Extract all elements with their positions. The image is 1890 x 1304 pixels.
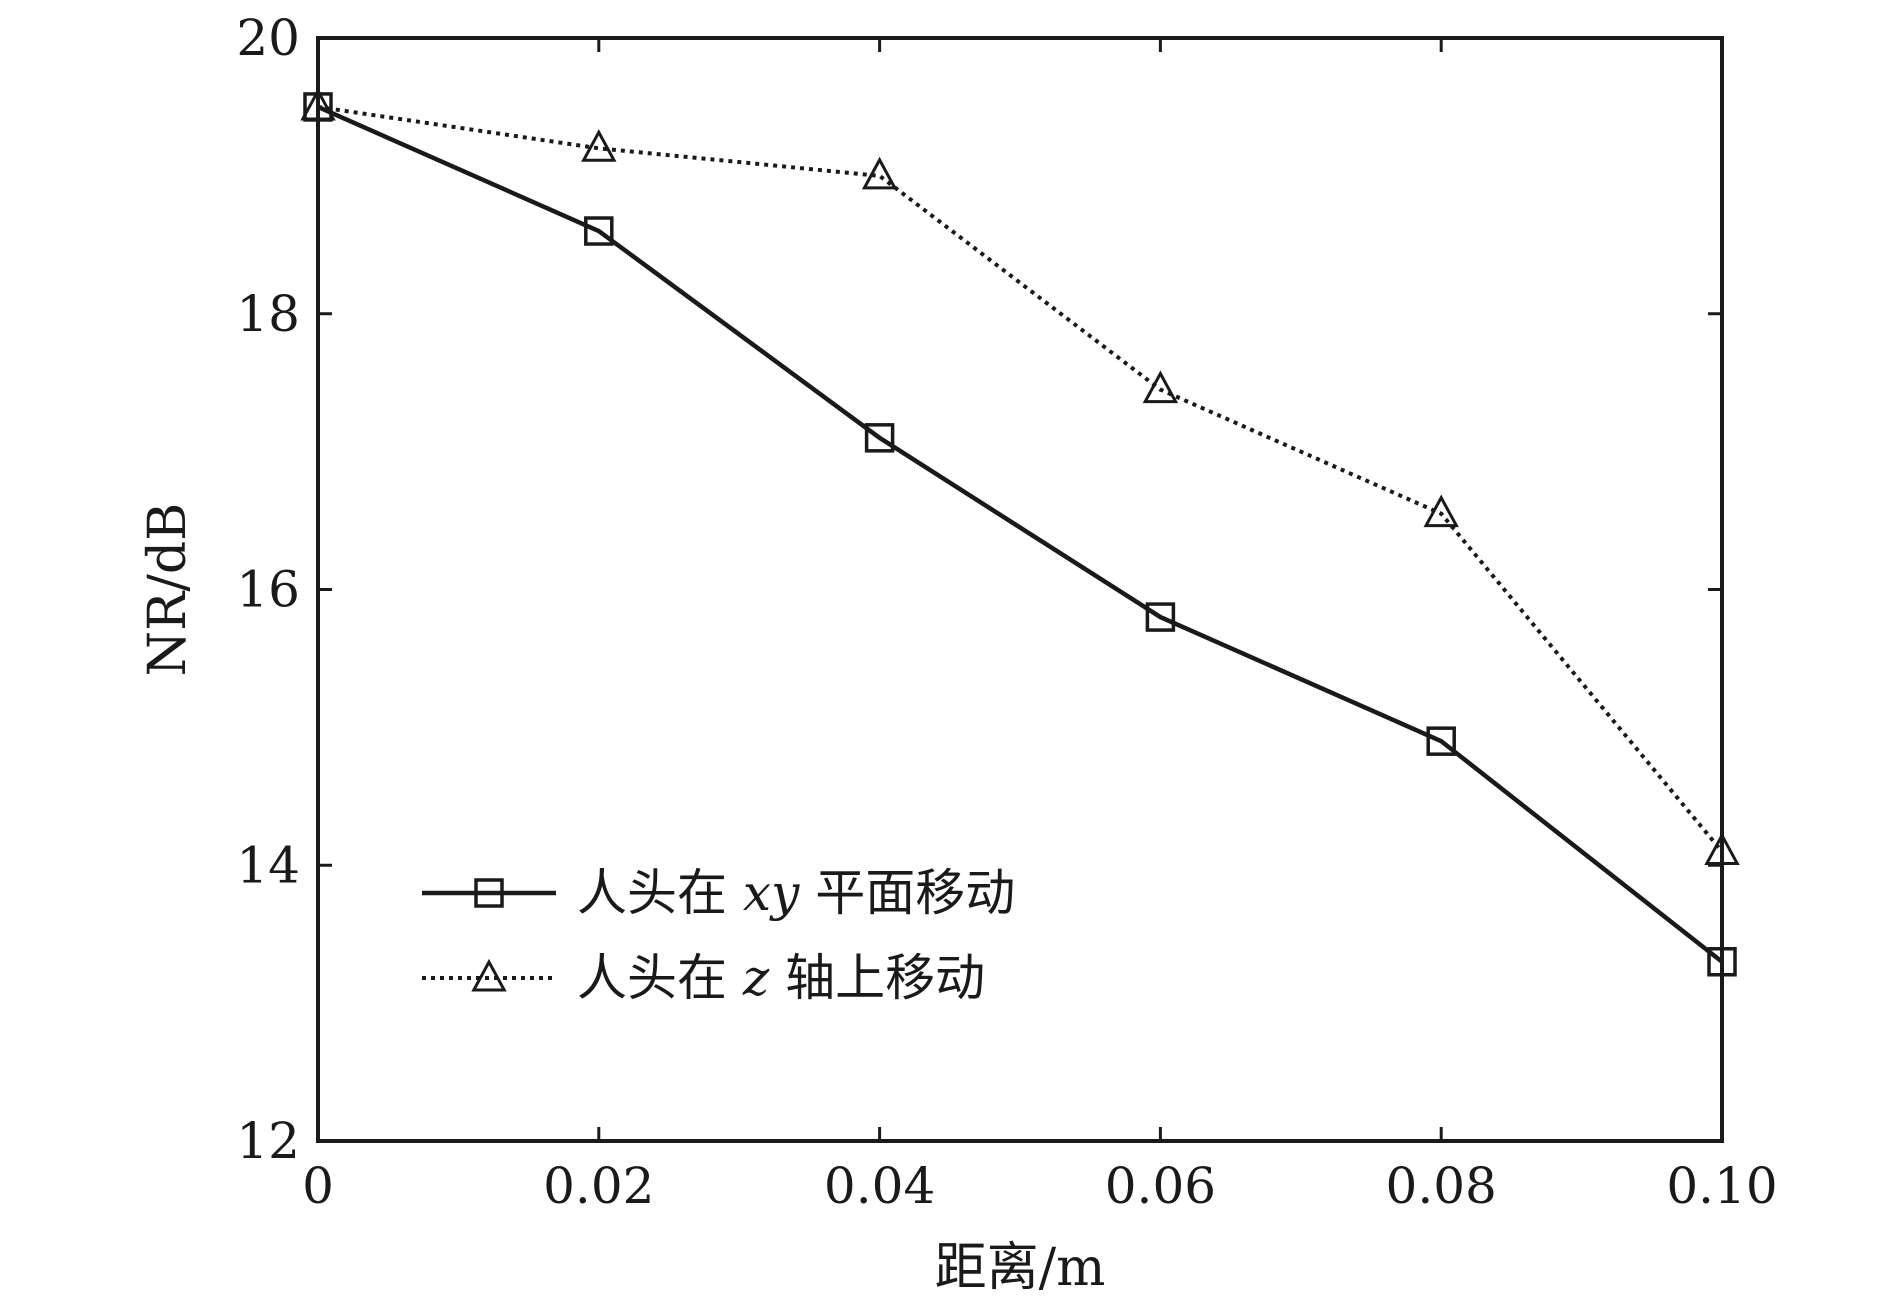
legend-marker-1 bbox=[474, 878, 504, 908]
y-tick-label: 12 bbox=[236, 1112, 300, 1170]
series-layer bbox=[300, 87, 1740, 977]
series-1-point bbox=[864, 423, 895, 453]
y-tick-label: 14 bbox=[236, 836, 300, 894]
y-axis-title: NR/dB bbox=[138, 503, 198, 677]
series-line-1 bbox=[317, 104, 1724, 964]
legend-label-1: 人头在 xy 平面移动 bbox=[577, 864, 1015, 922]
series-line-2 bbox=[317, 104, 1724, 853]
x-tick-label: 0 bbox=[302, 1157, 334, 1215]
y-tick-label: 20 bbox=[236, 9, 300, 67]
x-tick-label: 0.02 bbox=[543, 1157, 654, 1215]
legend-label-prefix: 人头在 bbox=[577, 949, 743, 1007]
legend-label-var: z bbox=[742, 949, 770, 1007]
legend-label-suffix: 平面移动 bbox=[799, 864, 1015, 922]
legend-label-suffix: 轴上移动 bbox=[769, 949, 985, 1007]
series-1-point bbox=[584, 216, 614, 246]
legend-marker-2 bbox=[471, 958, 507, 992]
ticks-layer bbox=[316, 36, 1724, 1143]
legend-label-2: 人头在 z 轴上移动 bbox=[577, 949, 985, 1007]
legend-label-prefix: 人头在 bbox=[577, 864, 743, 922]
x-axis-title: 距离/m bbox=[935, 1238, 1106, 1298]
series-2-point bbox=[581, 129, 617, 162]
x-tick-label: 0.08 bbox=[1386, 1157, 1497, 1215]
series-1-point bbox=[1426, 726, 1456, 756]
y-tick-label: 18 bbox=[236, 285, 300, 343]
series-2-point bbox=[1142, 370, 1179, 404]
y-tick-label: 16 bbox=[236, 561, 300, 619]
series-1-point bbox=[1145, 602, 1176, 632]
labels-layer: 0 0.02 0.04 0.06 0.08 0.10 12 14 16 18 20 bbox=[236, 9, 1777, 1215]
x-tick-label: 0.04 bbox=[824, 1157, 935, 1215]
series-2-point bbox=[1423, 494, 1459, 528]
x-tick-label: 0.10 bbox=[1666, 1157, 1777, 1215]
series-2-point bbox=[861, 156, 898, 190]
x-tick-label: 0.06 bbox=[1105, 1157, 1216, 1215]
legend-label-var: xy bbox=[743, 864, 800, 922]
plot-frame bbox=[316, 36, 1724, 1143]
